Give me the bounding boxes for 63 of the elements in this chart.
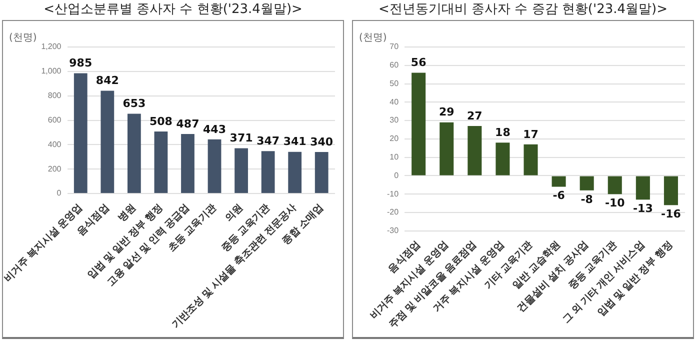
bar <box>580 176 594 190</box>
y-tick-label: 1,200 <box>41 42 62 52</box>
data-label: 17 <box>523 128 538 141</box>
chart-title: <산업소분류별 종사자 수 현황('23.4월말)> <box>42 1 304 19</box>
bar <box>314 152 328 194</box>
y-tick-label: 20 <box>390 134 400 144</box>
y-tick-label: 600 <box>48 115 62 124</box>
data-label: -10 <box>604 196 626 210</box>
y-tick-label: -20 <box>387 208 400 217</box>
bar <box>234 148 248 194</box>
y-tick-label: 200 <box>48 164 62 174</box>
bar <box>636 176 650 200</box>
y-tick-label: 10 <box>390 152 400 162</box>
data-label: 371 <box>230 132 253 145</box>
bar <box>608 176 622 194</box>
y-tick-label: 60 <box>390 60 400 70</box>
data-label: 340 <box>310 135 334 148</box>
data-label: -16 <box>661 207 682 220</box>
data-label: 842 <box>96 74 119 88</box>
data-label: -6 <box>552 189 566 202</box>
bar <box>440 122 454 176</box>
data-label: 347 <box>256 134 280 148</box>
bar <box>524 144 538 176</box>
chart-title: <전년동기대비 종사자 수 증감 현황('23.4월말)> <box>378 1 668 19</box>
y-tick-label: 50 <box>390 78 400 88</box>
data-label: 27 <box>467 109 482 122</box>
y-axis-title: (천명) <box>359 32 387 44</box>
bar <box>496 142 510 176</box>
bar <box>154 131 168 194</box>
data-label: -8 <box>580 192 593 206</box>
bar <box>181 134 194 194</box>
data-label: -13 <box>632 202 653 215</box>
y-tick-label: -30 <box>387 226 400 236</box>
data-label: 487 <box>176 117 200 130</box>
y-tick-label: 30 <box>390 116 400 125</box>
data-label: 985 <box>69 56 92 70</box>
y-tick-label: 400 <box>48 140 62 149</box>
bar <box>664 176 678 206</box>
data-label: 443 <box>203 122 226 136</box>
y-tick-label: 70 <box>390 42 400 52</box>
data-label: 653 <box>122 97 146 110</box>
bar <box>208 139 222 194</box>
y-tick-label: 0 <box>394 170 400 180</box>
data-label: 56 <box>410 56 427 70</box>
bar <box>288 152 302 194</box>
bar <box>127 114 141 194</box>
y-tick-label: 40 <box>390 97 400 106</box>
y-tick-label: 1,000 <box>41 66 62 76</box>
x-tick-label: 병원 <box>116 202 138 224</box>
data-label: 18 <box>495 126 510 139</box>
bar <box>468 126 482 176</box>
bar <box>261 151 275 194</box>
data-label: 29 <box>438 106 454 119</box>
y-tick-label: 800 <box>48 91 62 100</box>
bar <box>412 72 426 176</box>
bar <box>552 176 566 187</box>
data-label: 508 <box>149 114 172 128</box>
y-axis-title: (천명) <box>9 32 37 44</box>
y-tick-label: 0 <box>56 188 62 198</box>
bar <box>100 90 114 194</box>
data-label: 341 <box>283 135 306 148</box>
bar <box>74 73 88 194</box>
y-tick-label: -10 <box>387 189 400 198</box>
